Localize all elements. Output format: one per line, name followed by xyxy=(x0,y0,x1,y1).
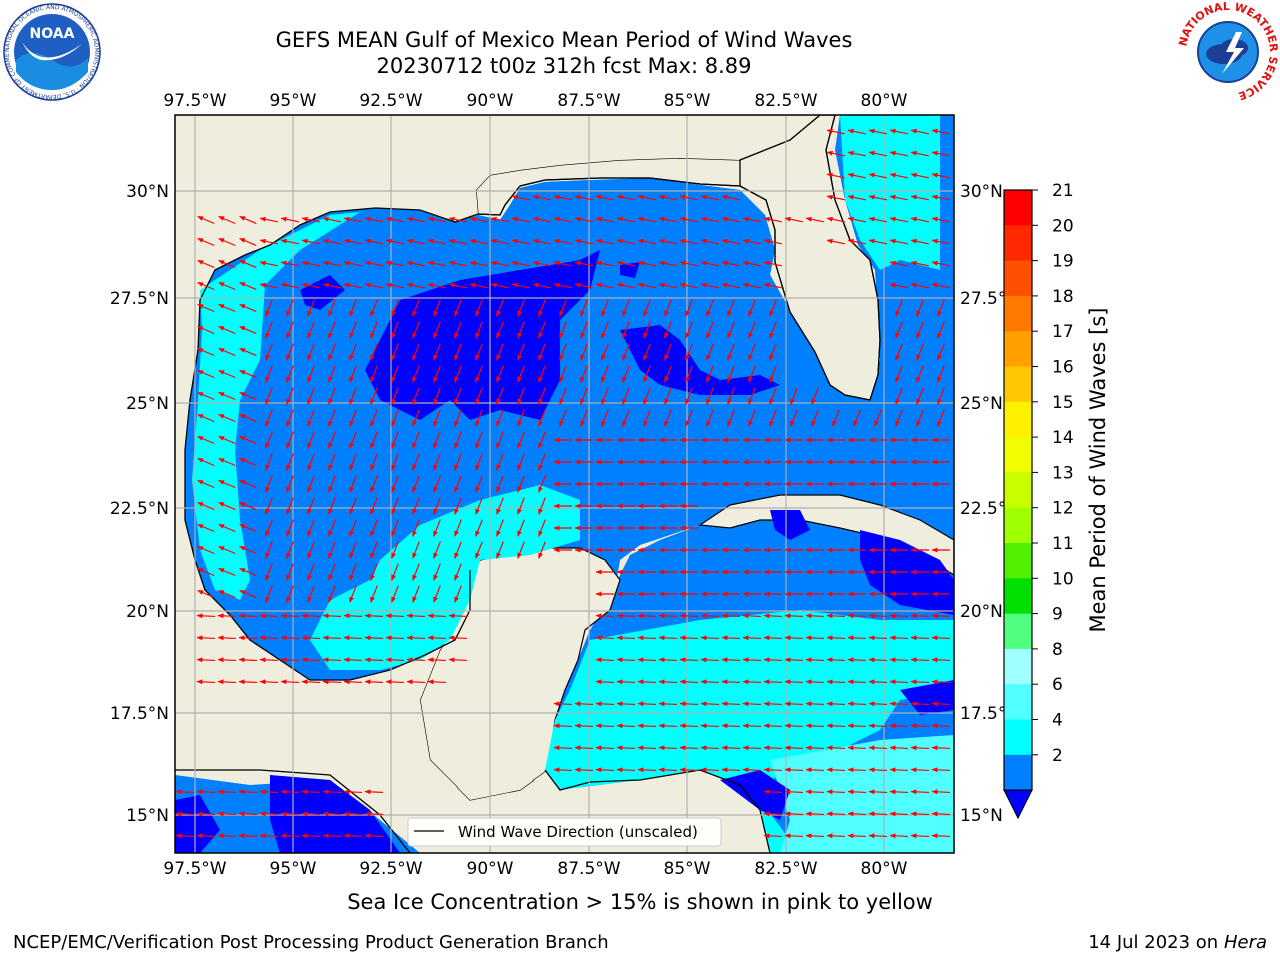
lat-tick-left: 22.5°N xyxy=(110,499,169,519)
colorbar-extend-triangle xyxy=(1003,789,1033,820)
colorbar-tick-label: 19 xyxy=(1052,252,1074,272)
lon-tick-top: 87.5°W xyxy=(557,91,620,111)
colorbar-segment xyxy=(1004,507,1032,544)
colorbar-segment xyxy=(1004,648,1032,685)
lat-tick-left: 20°N xyxy=(126,602,169,622)
colorbar-tick-label: 16 xyxy=(1052,358,1074,378)
colorbar-segment xyxy=(1004,437,1032,473)
colorbar-tick-label: 4 xyxy=(1052,711,1063,731)
lon-tick-bottom: 92.5°W xyxy=(359,859,422,879)
machine-name: Hera xyxy=(1223,932,1267,953)
lon-tick-bottom: 80°W xyxy=(861,859,908,879)
lat-tick-left: 17.5°N xyxy=(110,704,169,724)
gulf-water-west xyxy=(185,180,954,680)
colorbar-segment xyxy=(1004,366,1032,403)
lon-tick-top: 90°W xyxy=(467,91,514,111)
colorbar: 21 20 19 18 17 16 15 14 13 12 11 10 9 8 6 4 2 xyxy=(1003,181,1074,820)
axis-tick-labels: 97.5°W 97.5°W 95°W 95°W 92.5°W 92.5°W 90°W 90°W… xyxy=(110,91,1019,879)
lat-tick-right: 25°N xyxy=(960,394,1003,414)
colorbar-segment xyxy=(1004,578,1032,615)
map-area xyxy=(175,115,954,853)
colorbar-tick-label: 11 xyxy=(1052,534,1074,554)
colorbar-tick-label: 15 xyxy=(1052,393,1074,413)
nws-logo-icon: NATIONAL WEATHER SERVICE xyxy=(1178,2,1278,102)
colorbar-tick-label: 8 xyxy=(1052,640,1063,660)
colorbar-segment xyxy=(1004,613,1032,650)
colorbar-segment xyxy=(1004,719,1032,756)
colorbar-label: Mean Period of Wind Waves [s] xyxy=(1086,308,1110,633)
colorbar-segment xyxy=(1004,401,1032,438)
map-frame xyxy=(174,114,955,854)
lon-tick-bottom: 90°W xyxy=(467,859,514,879)
colorbar-segment xyxy=(1004,225,1032,262)
lon-tick-bottom: 87.5°W xyxy=(557,859,620,879)
colorbar-segment xyxy=(1004,754,1032,791)
lat-tick-right: 30°N xyxy=(960,182,1003,202)
date-stamp: 14 Jul 2023 on Hera xyxy=(1088,932,1267,953)
colorbar-tick-label: 20 xyxy=(1052,216,1074,236)
colorbar-segment xyxy=(1004,295,1032,332)
lon-tick-top: 85°W xyxy=(664,91,711,111)
colorbar-tick-label: 10 xyxy=(1052,569,1074,589)
colorbar-segment xyxy=(1004,684,1032,720)
lon-tick-bottom: 97.5°W xyxy=(163,859,226,879)
lon-tick-top: 82.5°W xyxy=(754,91,817,111)
noaa-logo-text: NOAA xyxy=(30,26,75,42)
colorbar-tick-label: 17 xyxy=(1052,322,1074,342)
lat-tick-right: 20°N xyxy=(960,602,1003,622)
lon-tick-top: 97.5°W xyxy=(163,91,226,111)
lon-tick-top: 80°W xyxy=(861,91,908,111)
colorbar-segment xyxy=(1004,543,1032,579)
colorbar-tick-label: 6 xyxy=(1052,675,1063,695)
noaa-logo-icon: NOAA NATIONAL OCEANIC AND ATMOSPHERIC AD… xyxy=(2,2,101,101)
colorbar-segment xyxy=(1004,190,1032,226)
colorbar-tick-label: 13 xyxy=(1052,463,1074,483)
colorbar-tick-label: 9 xyxy=(1052,605,1063,625)
colorbar-tick-label: 18 xyxy=(1052,287,1074,307)
lat-tick-left: 15°N xyxy=(126,806,169,826)
lat-tick-left: 27.5°N xyxy=(110,289,169,309)
lon-tick-top: 95°W xyxy=(270,91,317,111)
sea-ice-note: Sea Ice Concentration > 15% is shown in … xyxy=(347,890,933,914)
lat-tick-right: 15°N xyxy=(960,806,1003,826)
date-text: 14 Jul 2023 on xyxy=(1088,932,1224,953)
colorbar-segment xyxy=(1004,260,1032,297)
colorbar-segment xyxy=(1004,331,1032,367)
colorbar-tick-label: 14 xyxy=(1052,428,1074,448)
us-coast-land xyxy=(175,115,820,300)
lon-tick-bottom: 95°W xyxy=(270,859,317,879)
lon-tick-bottom: 82.5°W xyxy=(754,859,817,879)
legend-label: Wind Wave Direction (unscaled) xyxy=(458,823,698,841)
colorbar-tick-label: 2 xyxy=(1052,746,1063,766)
period-shading xyxy=(192,115,954,853)
colorbar-segment xyxy=(1004,472,1032,509)
lat-tick-left: 25°N xyxy=(126,394,169,414)
colorbar-tick-label: 12 xyxy=(1052,499,1074,519)
mexico-land xyxy=(175,300,548,800)
map-legend: Wind Wave Direction (unscaled) xyxy=(407,817,722,847)
lon-tick-top: 92.5°W xyxy=(359,91,422,111)
wind-wave-arrows xyxy=(175,128,951,839)
colorbar-tick-label: 21 xyxy=(1052,181,1074,201)
chart-title: GEFS MEAN Gulf of Mexico Mean Period of … xyxy=(275,28,853,52)
lat-tick-left: 30°N xyxy=(126,182,169,202)
credit-text: NCEP/EMC/Verification Post Processing Pr… xyxy=(13,932,609,953)
lon-tick-bottom: 85°W xyxy=(664,859,711,879)
chart-subtitle: 20230712 t00z 312h fcst Max: 8.89 xyxy=(376,54,752,78)
